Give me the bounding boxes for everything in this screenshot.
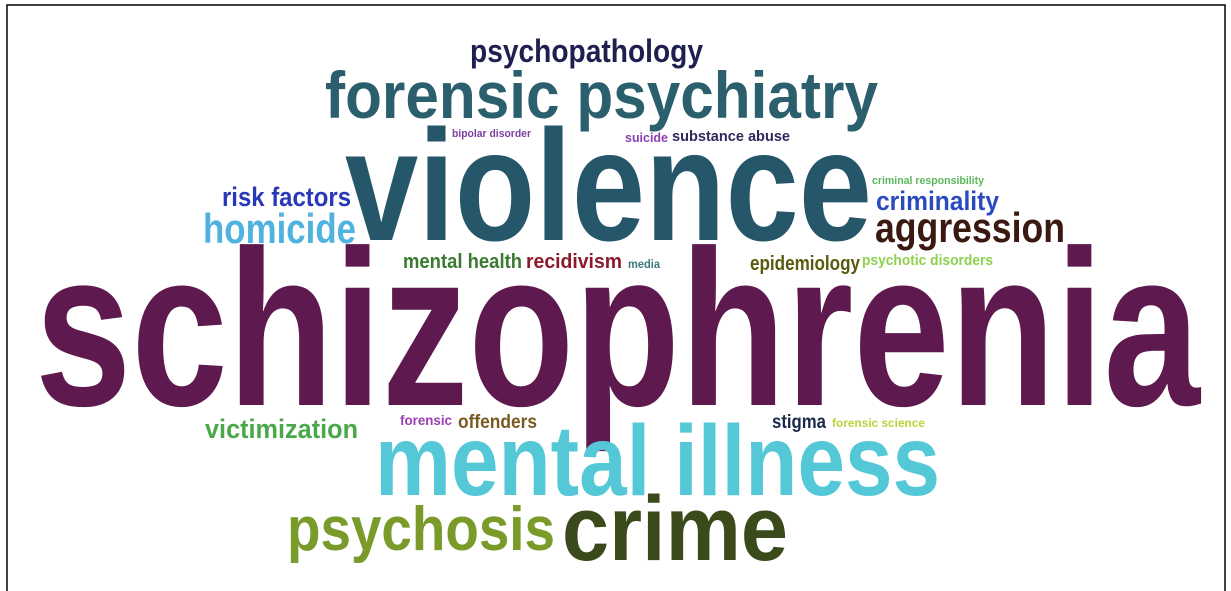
word: stigma <box>772 412 826 433</box>
word: victimization <box>205 414 358 444</box>
word: criminal responsibility <box>872 175 985 187</box>
word: schizophrenia <box>35 205 1201 453</box>
word: homicide <box>203 205 356 252</box>
word: media <box>628 257 660 271</box>
word: suicide <box>625 130 668 145</box>
word: psychopathology <box>470 33 703 69</box>
word: forensic psychiatry <box>325 58 878 132</box>
word: risk factors <box>222 182 351 212</box>
word: mental illness <box>375 405 940 517</box>
word: criminality <box>876 186 999 216</box>
word: psychotic disorders <box>862 252 993 269</box>
frame <box>6 4 1226 591</box>
word: bipolar disorder <box>452 128 532 140</box>
word: mental health <box>403 251 522 273</box>
word: epidemiology <box>750 253 861 275</box>
word: crime <box>562 478 788 580</box>
word: recidivism <box>526 251 622 273</box>
word: violence <box>345 98 872 274</box>
word: forensic <box>400 412 452 428</box>
word: substance abuse <box>672 128 790 145</box>
word: forensic science <box>832 416 925 430</box>
word: offenders <box>458 412 537 433</box>
word: aggression <box>875 204 1065 251</box>
word: psychosis <box>287 495 555 564</box>
